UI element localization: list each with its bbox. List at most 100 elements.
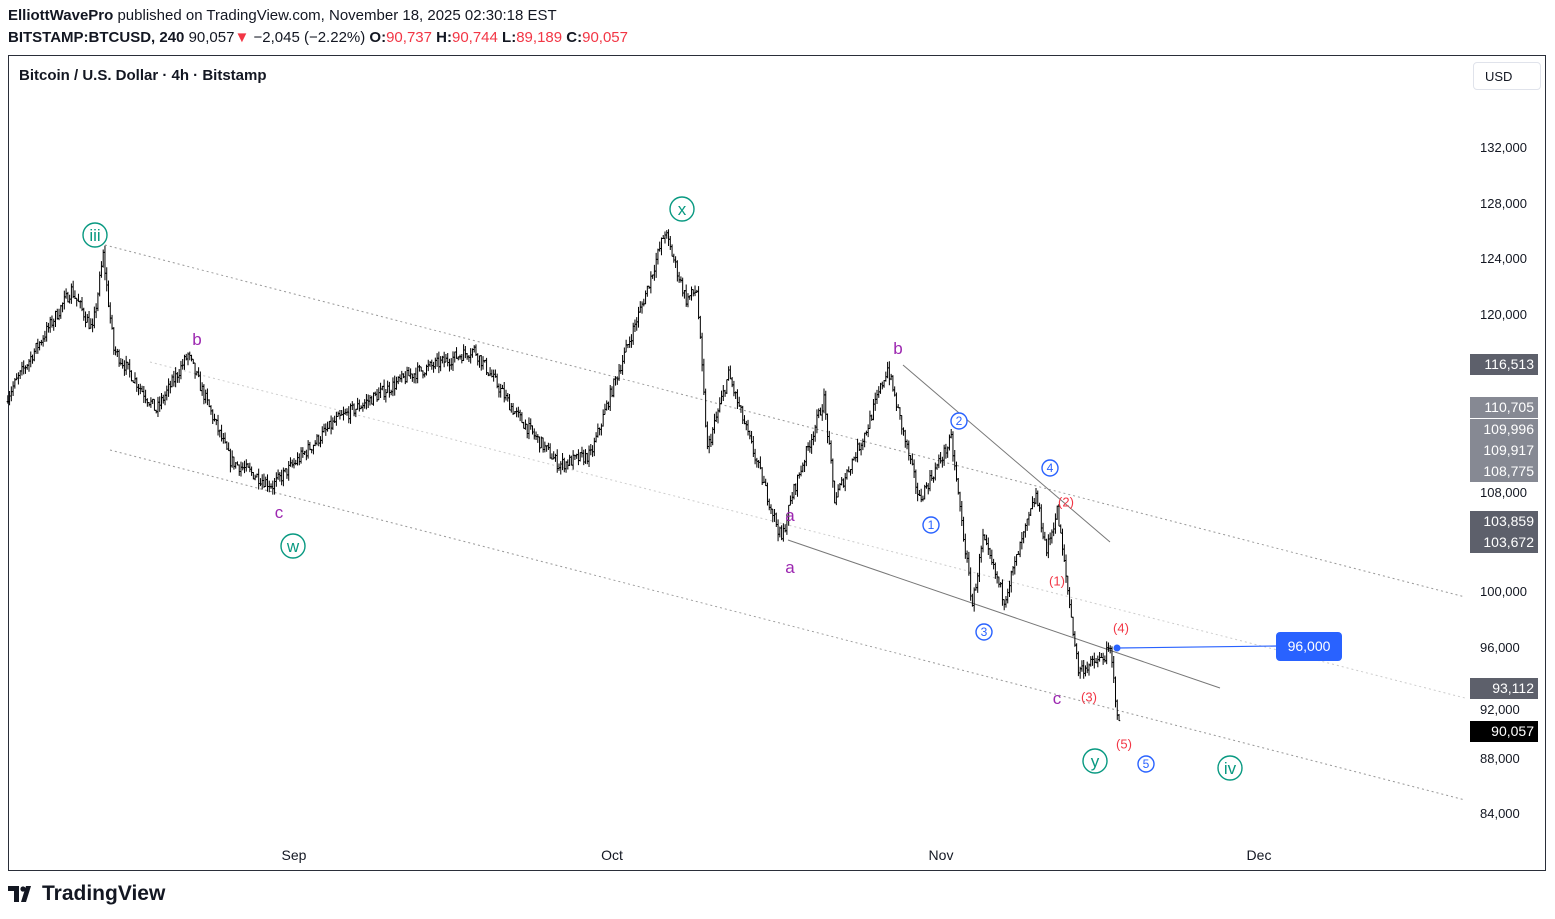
price-bar <box>545 445 548 452</box>
price-bar <box>398 374 402 382</box>
price-tick: 92,000 <box>1480 702 1520 717</box>
price-bar <box>534 431 538 441</box>
price-bar <box>480 355 483 371</box>
price-label: 109,996 <box>1483 421 1534 437</box>
time-tick: Sep <box>282 847 307 863</box>
price-bar <box>395 376 398 390</box>
price-bar <box>776 519 780 542</box>
price-bar <box>195 370 199 376</box>
price-bar <box>757 459 760 469</box>
price-bar <box>557 463 561 471</box>
price-bar <box>640 301 644 314</box>
price-bar <box>269 483 273 489</box>
currency-button[interactable]: USD <box>1473 62 1541 90</box>
price-bar <box>1070 599 1073 618</box>
price-bar <box>56 308 59 320</box>
wave-label-circle <box>82 222 108 248</box>
price-bar <box>697 286 700 320</box>
price-bar <box>123 360 126 376</box>
price-bar <box>1066 575 1069 595</box>
price-bar <box>280 469 283 486</box>
price-bar <box>600 423 603 436</box>
low-label: L: <box>502 29 517 46</box>
price-bar <box>1075 643 1078 660</box>
price-bar <box>289 457 292 467</box>
price-bar <box>24 365 27 374</box>
price-bar <box>388 381 391 398</box>
price-bar <box>453 351 456 363</box>
price-bar <box>826 413 829 444</box>
price-bar <box>681 277 684 297</box>
price-bar <box>264 476 267 487</box>
price-bar <box>142 385 146 403</box>
price-bar <box>319 436 322 448</box>
price-bar <box>391 377 395 397</box>
price-bar <box>570 455 573 466</box>
price-bar <box>766 482 769 506</box>
price-bar <box>379 382 382 398</box>
price-bar <box>564 461 568 473</box>
price-bar <box>672 253 676 263</box>
price-bar <box>259 478 262 487</box>
price-bar <box>707 435 711 454</box>
price-bar <box>133 372 137 384</box>
price-bar <box>506 393 509 402</box>
price-bar <box>86 313 89 323</box>
chart-frame[interactable] <box>8 55 1546 871</box>
price-bar <box>117 349 121 367</box>
price-bar <box>928 470 932 492</box>
price-bar <box>522 421 525 429</box>
price-bar <box>245 459 248 472</box>
price-bar <box>730 377 734 388</box>
price-bar <box>526 423 529 439</box>
wave-label: x <box>678 200 687 219</box>
price-bar <box>957 477 960 495</box>
price-bar <box>473 345 476 353</box>
price-bar <box>768 498 771 511</box>
price-bar <box>538 436 541 453</box>
price-bar <box>971 593 974 607</box>
price-bar <box>1001 579 1004 606</box>
wave-label: c <box>275 503 284 522</box>
price-bar <box>1103 655 1107 663</box>
price-bar <box>209 405 213 415</box>
price-bar <box>135 377 138 392</box>
price-bar <box>840 476 843 486</box>
price-bar <box>527 417 531 440</box>
price-bar <box>29 351 32 368</box>
price-bar <box>729 365 732 380</box>
price-bar <box>511 403 515 415</box>
price-bar <box>685 284 688 307</box>
price-tick: 108,000 <box>1480 485 1527 500</box>
price-bar <box>835 492 838 506</box>
price-bar <box>172 370 176 387</box>
price-bar <box>1101 652 1105 665</box>
price-bar <box>718 397 721 413</box>
price-bar <box>953 449 956 471</box>
price-bar <box>499 383 502 398</box>
price-bar <box>208 399 211 408</box>
price-bar <box>693 285 697 297</box>
price-bar <box>1048 532 1052 546</box>
time-tick: Nov <box>929 847 954 863</box>
price-bar <box>75 297 78 307</box>
price-bar <box>87 311 91 330</box>
price-bar <box>116 348 119 358</box>
price-bar <box>861 438 865 451</box>
price-bar <box>61 302 64 313</box>
price-bar <box>317 434 320 447</box>
price-bar <box>418 364 421 372</box>
tradingview-logo[interactable]: TradingView <box>8 882 165 906</box>
wave-label-circle <box>1082 748 1108 774</box>
price-bar <box>229 448 232 473</box>
price-bar <box>368 394 372 406</box>
price-bar <box>741 405 744 424</box>
price-bar <box>960 500 963 527</box>
price-label: 90,057 <box>1491 723 1534 739</box>
price-bar <box>900 415 903 435</box>
price-bar <box>612 378 615 398</box>
price-bar <box>1093 652 1096 669</box>
price-bar <box>563 457 566 473</box>
price-bar <box>181 359 184 370</box>
